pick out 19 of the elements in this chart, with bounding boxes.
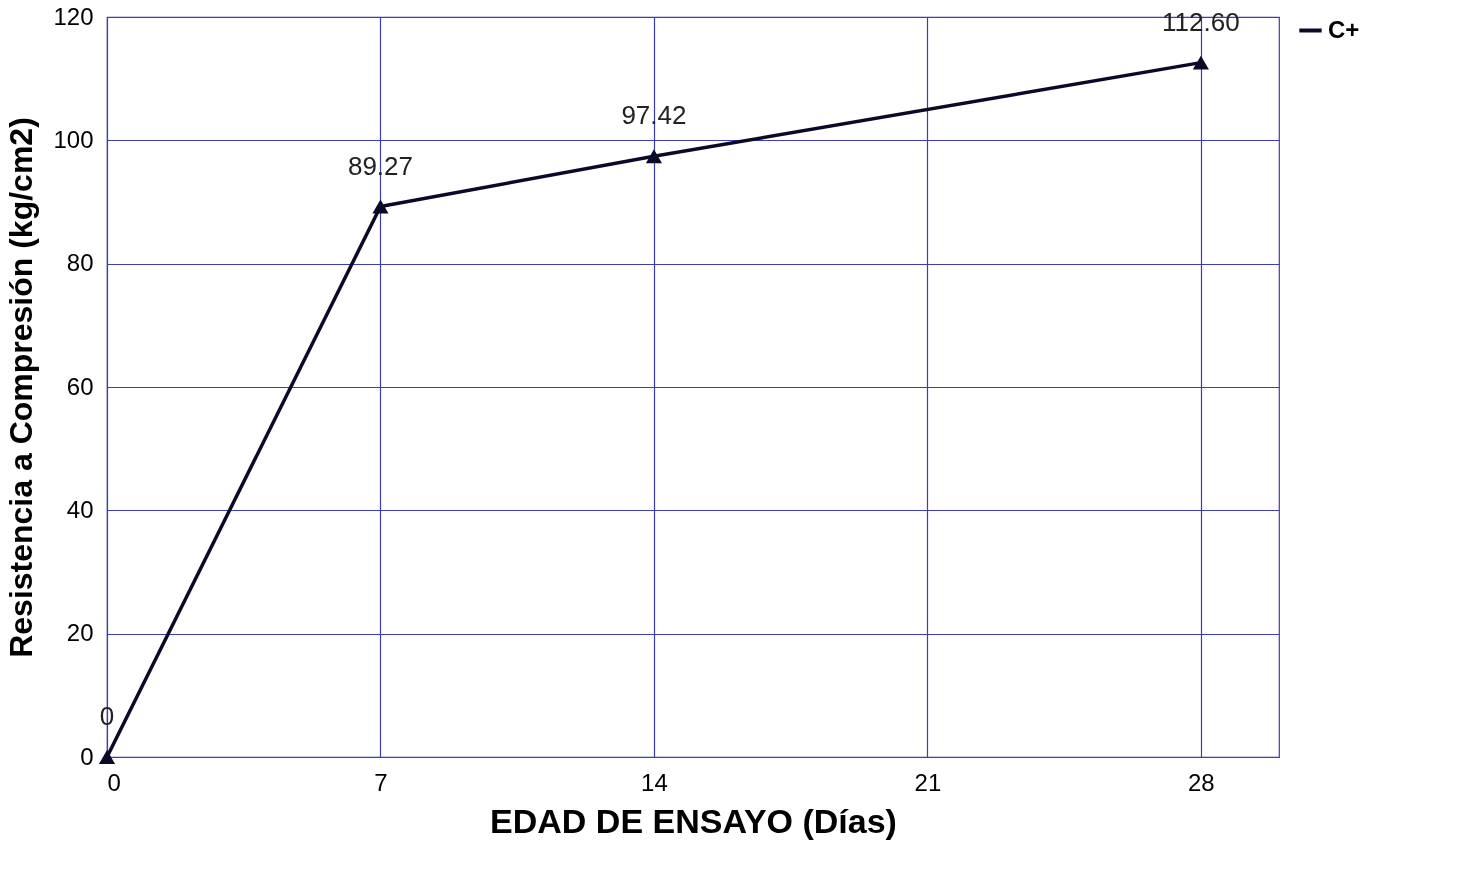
point bbox=[98, 750, 116, 764]
y-tick-label: 20 bbox=[66, 619, 94, 647]
y-tick-label: 40 bbox=[66, 495, 94, 523]
y-tick-label: 60 bbox=[66, 372, 94, 400]
x-tick-label: 14 bbox=[641, 768, 668, 796]
x-tick-label: 0 bbox=[107, 768, 121, 796]
x-tick-label: 28 bbox=[1188, 768, 1215, 796]
legend-label: C+ bbox=[1328, 15, 1360, 43]
x-axis-title: EDAD DE ENSAYO (Días) bbox=[490, 801, 897, 840]
y-tick-label: 0 bbox=[80, 742, 94, 770]
y-tick-label: 100 bbox=[53, 125, 94, 153]
point bbox=[1192, 55, 1209, 70]
point bbox=[372, 199, 389, 214]
y-tick-label: 120 bbox=[53, 2, 94, 30]
y-tick-label: 80 bbox=[66, 249, 94, 277]
x-tick-label: 7 bbox=[374, 768, 388, 796]
point bbox=[645, 149, 662, 164]
x-tick-label: 21 bbox=[914, 768, 942, 796]
y-axis-title: Resistencia a Compresión (kg/cm2) bbox=[3, 117, 40, 658]
